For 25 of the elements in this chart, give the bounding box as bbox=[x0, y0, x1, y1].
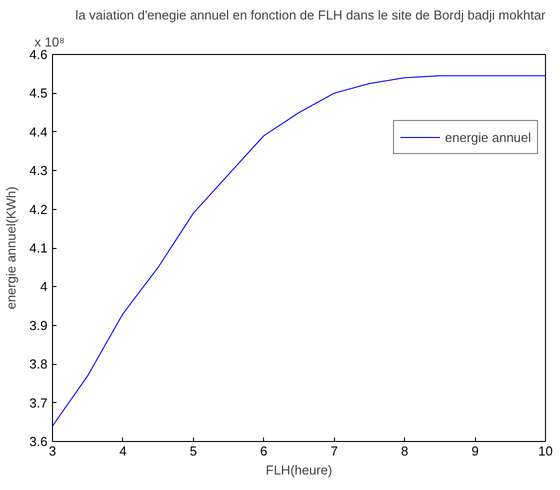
y-axis-title: energie annuel(KWh) bbox=[3, 186, 18, 310]
x-axis-title: FLH(heure) bbox=[266, 462, 332, 478]
y-tick-label: 3.8 bbox=[29, 356, 48, 372]
x-tick-label: 7 bbox=[330, 444, 338, 458]
legend-label: energie annuel bbox=[445, 130, 532, 144]
y-tick-label: 4.6 bbox=[29, 47, 48, 62]
x-tick-label: 4 bbox=[119, 444, 127, 458]
text: x 10⁸ bbox=[34, 34, 65, 50]
y-tick-label: 3.6 bbox=[29, 434, 48, 449]
line-series bbox=[52, 75, 546, 427]
y-tick-label: 3.9 bbox=[29, 318, 48, 333]
x-tick-label: 8 bbox=[401, 444, 408, 458]
y-tick-label: 4.5 bbox=[29, 86, 48, 101]
chart-title: la vaiation d'enegie annuel en fonction de FLH dans le site de Bordj badji mokhtar bbox=[75, 8, 546, 22]
y-tick-label: 4.2 bbox=[29, 202, 48, 217]
x-tick-label: 9 bbox=[471, 444, 479, 458]
y-tick-label: 3.7 bbox=[29, 395, 48, 410]
x-tick-label: 10 bbox=[538, 444, 553, 458]
y-tick-label: 4 bbox=[40, 279, 48, 294]
x-tick-label: 3 bbox=[48, 444, 56, 458]
y-tick-label: 4.1 bbox=[29, 240, 48, 256]
y-tick-label: 4.4 bbox=[29, 124, 48, 140]
y-tick-label: 4.3 bbox=[29, 163, 48, 178]
x-tick-label: 6 bbox=[260, 444, 268, 458]
x-tick-label: 5 bbox=[190, 444, 197, 458]
